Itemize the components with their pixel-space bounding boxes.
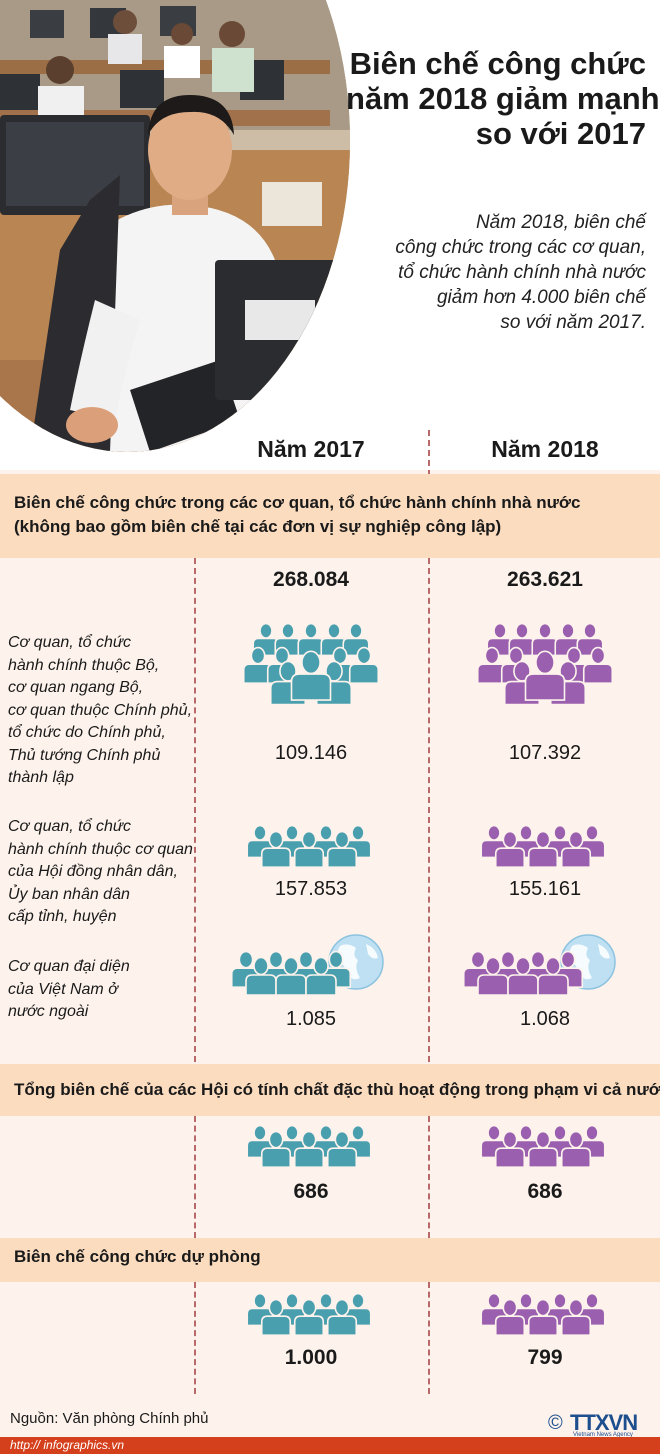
- value-2018: 686: [527, 1180, 563, 1203]
- section-heading: Tổng biên chế của các Hội có tính chất đ…: [14, 1080, 660, 1099]
- header: Biên chế công chức năm 2018 giảm mạnh so…: [0, 0, 660, 470]
- title-line: so với 2017: [475, 116, 646, 151]
- row-label: Cơ quan, tổ chức hành chính thuộc cơ qua…: [8, 816, 193, 929]
- crowd-icon: [478, 622, 612, 706]
- source-note: Nguồn: Văn phòng Chính phủ: [10, 1410, 209, 1427]
- value-2018: 1.068: [519, 1008, 571, 1030]
- divider: [194, 1116, 196, 1238]
- row-label-line: Cơ quan, tổ chức: [8, 634, 131, 651]
- ttxvn-logo: © TTXVN Vietnam News Agency: [548, 1410, 656, 1438]
- row-label-line: cơ quan thuộc Chính phủ,: [8, 701, 193, 719]
- section-heading: Biên chế công chức dự phòng: [14, 1247, 261, 1266]
- section-band: Tổng biên chế của các Hội có tính chất đ…: [0, 1064, 660, 1116]
- row-label-line: Thủ tướng Chính phủ: [8, 746, 161, 764]
- globe-icon: [230, 934, 384, 996]
- row-label-line: cấp tỉnh, huyện: [8, 908, 117, 925]
- row-label-line: Cơ quan, tổ chức: [8, 818, 131, 835]
- row-label-line: hành chính thuộc Bộ,: [8, 656, 160, 674]
- section-heading: Biên chế công chức trong các cơ quan, tổ…: [14, 491, 580, 539]
- row-label-line: thành lập: [8, 769, 74, 786]
- value-2018: 107.392: [508, 742, 582, 764]
- photo-office-workers: [0, 0, 350, 452]
- crowd-icon: [244, 622, 378, 706]
- row-label-line: tổ chức do Chính phủ,: [8, 724, 166, 741]
- people-group-icon: [246, 1124, 372, 1168]
- intro-line: công chức trong các cơ quan,: [395, 237, 646, 258]
- row-label-line: của Việt Nam ở: [8, 980, 118, 998]
- people-group-icon: [480, 1292, 606, 1336]
- total-2018: 263.621: [507, 568, 583, 591]
- divider: [428, 430, 430, 476]
- value-2017: 1.000: [284, 1346, 338, 1369]
- value-2018: 155.161: [508, 878, 582, 900]
- intro-line: so với năm 2017.: [500, 312, 646, 333]
- footer-bar: [0, 1437, 660, 1454]
- row-label: Cơ quan đại diện của Việt Nam ở nước ngo…: [8, 956, 130, 1024]
- intro-line: tổ chức hành chính nhà nước: [398, 262, 646, 283]
- row-label-line: Cơ quan đại diện: [8, 958, 130, 975]
- row-label-line: nước ngoài: [8, 1003, 89, 1020]
- section-heading-line: Biên chế công chức trong các cơ quan, tổ…: [14, 493, 581, 512]
- globe-icon: [462, 934, 616, 996]
- value-2018: 799: [527, 1346, 563, 1369]
- value-2017: 109.146: [274, 742, 348, 764]
- divider: [194, 558, 196, 1062]
- title-line: năm 2018 giảm mạnh: [346, 81, 660, 116]
- divider: [428, 558, 430, 1062]
- copyright-symbol: ©: [548, 1412, 563, 1434]
- value-2017: 686: [293, 1180, 329, 1203]
- title-line: Biên chế công chức: [349, 46, 646, 81]
- row-label-line: cơ quan ngang Bộ,: [8, 679, 144, 696]
- row-label-line: hành chính thuộc cơ quan: [8, 840, 193, 858]
- section-band: Biên chế công chức dự phòng: [0, 1238, 660, 1282]
- section-band: Biên chế công chức trong các cơ quan, tổ…: [0, 474, 660, 558]
- total-2017: 268.084: [273, 568, 349, 591]
- intro-text: Năm 2018, biên chế công chức trong các c…: [356, 210, 646, 335]
- row-label: Cơ quan, tổ chức hành chính thuộc Bộ, cơ…: [8, 632, 192, 790]
- logo-text: TTXVN: [570, 1410, 638, 1435]
- site-url: http:// infographics.vn: [10, 1438, 125, 1452]
- divider: [428, 1282, 430, 1394]
- year-2018-label: Năm 2018: [491, 436, 599, 462]
- value-2017: 157.853: [274, 878, 348, 900]
- divider: [194, 1282, 196, 1394]
- section-heading-line: (không bao gồm biên chế tại các đơn vị s…: [14, 517, 502, 536]
- people-group-icon: [246, 1292, 372, 1336]
- page-title: Biên chế công chức năm 2018 giảm mạnh so…: [346, 46, 660, 151]
- intro-line: Năm 2018, biên chế: [475, 212, 646, 233]
- row-label-line: của Hội đồng nhân dân,: [8, 863, 178, 880]
- people-group-icon: [480, 1124, 606, 1168]
- logo-subtitle: Vietnam News Agency: [573, 1432, 633, 1438]
- value-2017: 1.085: [285, 1008, 337, 1030]
- people-group-icon: [480, 824, 606, 868]
- intro-line: giảm hơn 4.000 biên chế: [436, 287, 646, 308]
- divider: [428, 1116, 430, 1238]
- row-label-line: Ủy ban nhân dân: [8, 885, 130, 903]
- year-2017-label: Năm 2017: [257, 436, 365, 462]
- people-group-icon: [246, 824, 372, 868]
